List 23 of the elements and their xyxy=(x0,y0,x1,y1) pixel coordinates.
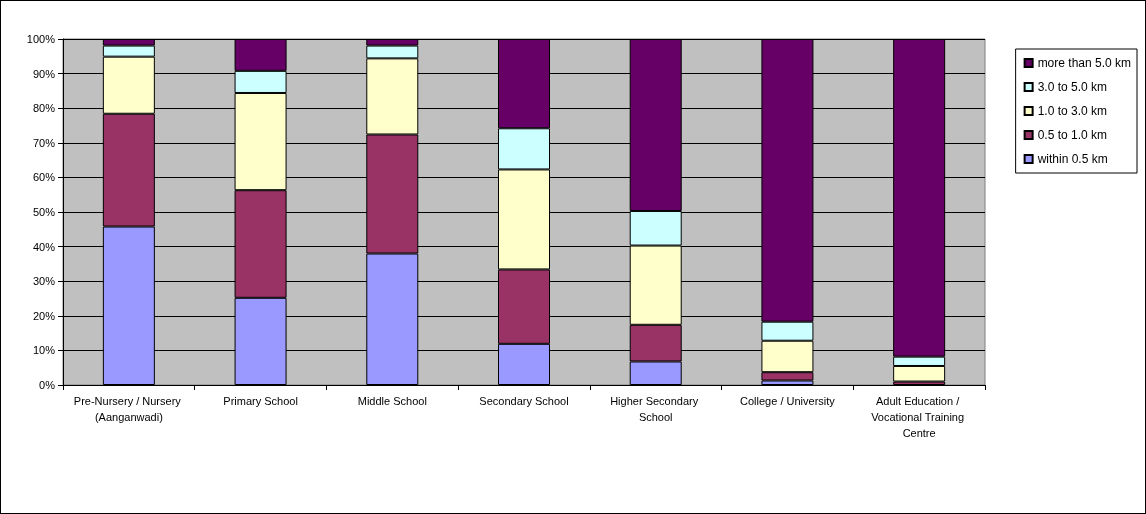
y-tick-label: 40% xyxy=(32,240,56,253)
y-tick-label: 60% xyxy=(32,171,56,184)
y-tick-label: 80% xyxy=(32,102,56,115)
x-tick-label: Pre-Nursery / Nursery (Aanganwadi) xyxy=(73,395,184,423)
y-tick-label: 20% xyxy=(32,309,56,322)
y-tick-label: 50% xyxy=(32,206,56,218)
y-tick-label: 0% xyxy=(39,379,56,391)
x-tick-label: Middle School xyxy=(357,395,427,407)
x-tick-label: College / University xyxy=(740,395,836,407)
legend-label: more than 5.0 km xyxy=(1037,56,1131,70)
y-tick-label: 10% xyxy=(32,344,56,357)
legend-label: 1.0 to 3.0 km xyxy=(1037,104,1107,118)
legend-label: within 0.5 km xyxy=(1036,152,1108,166)
legend-label: 0.5 to 1.0 km xyxy=(1037,128,1107,142)
y-tick-label: 100% xyxy=(26,33,56,45)
x-tick-label: Adult Education / Vocational Training Centre xyxy=(871,395,968,439)
y-tick-label: 90% xyxy=(32,67,56,80)
x-tick-label: Higher Secondary School xyxy=(610,395,702,423)
x-tick-label: Primary School xyxy=(223,395,298,407)
legend-label: 3.0 to 5.0 km xyxy=(1037,80,1107,94)
y-tick-label: 30% xyxy=(32,275,56,288)
x-tick-label: Secondary School xyxy=(479,395,569,407)
y-tick-label: 70% xyxy=(32,136,56,149)
